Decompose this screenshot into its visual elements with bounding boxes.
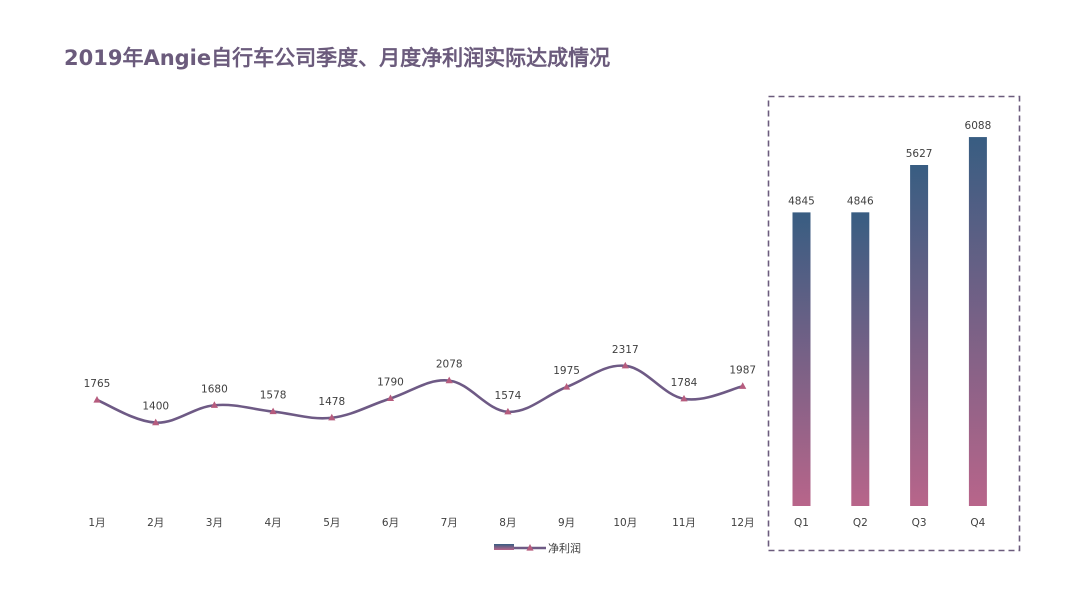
quarter-tick-label: Q3 xyxy=(912,517,927,529)
line-data-label: 1784 xyxy=(671,377,698,389)
line-data-label: 1765 xyxy=(84,378,111,390)
quarter-tick-label: Q2 xyxy=(853,517,868,529)
quarter-bar xyxy=(968,137,987,506)
line-marker xyxy=(445,376,453,384)
x-tick-label: 7月 xyxy=(441,517,458,529)
x-tick-label: 12月 xyxy=(731,517,755,529)
line-marker xyxy=(386,394,395,402)
x-tick-label: 2月 xyxy=(147,517,164,529)
bar-data-label: 6088 xyxy=(965,120,992,132)
line-marker xyxy=(621,361,629,369)
line-marker xyxy=(739,382,747,389)
line-marker xyxy=(504,407,512,415)
legend-marker-icon xyxy=(526,544,534,551)
bar-data-label: 5627 xyxy=(906,148,933,160)
line-data-label: 2317 xyxy=(612,344,639,356)
line-marker xyxy=(269,407,277,415)
line-data-label: 1400 xyxy=(142,401,169,413)
x-tick-label: 1月 xyxy=(88,517,105,529)
legend-label: 净利润 xyxy=(548,541,581,555)
legend-bar-swatch xyxy=(494,544,514,550)
x-tick-label: 6月 xyxy=(382,517,399,529)
line-marker xyxy=(210,401,218,408)
monthly-line-chart: 1765 1月 1400 2月 1680 3月 1578 4月 1478 5月 1790 6月 2078… xyxy=(84,344,756,529)
bar-data-label: 4846 xyxy=(847,195,874,207)
line-data-label: 1680 xyxy=(201,383,228,395)
line-data-label: 2078 xyxy=(436,359,463,371)
chart-legend: 净利润 xyxy=(494,541,581,555)
x-tick-label: 8月 xyxy=(499,517,516,529)
quarter-tick-label: Q1 xyxy=(794,517,809,529)
page-title: 2019年Angie自行车公司季度、月度净利润实际达成情况 xyxy=(64,46,611,70)
quarterly-chart-box xyxy=(767,95,1021,552)
line-data-label: 1975 xyxy=(553,365,580,377)
line-marker xyxy=(152,418,160,426)
line-marker xyxy=(328,413,336,421)
line-data-label: 1790 xyxy=(377,376,404,388)
line-marker xyxy=(680,394,688,402)
x-tick-label: 9月 xyxy=(558,517,575,529)
quarter-bar xyxy=(910,165,929,507)
x-tick-label: 10月 xyxy=(613,517,637,529)
x-tick-label: 5月 xyxy=(323,517,340,529)
quarter-bar xyxy=(792,212,811,506)
x-tick-label: 3月 xyxy=(206,517,223,529)
line-data-label: 1478 xyxy=(318,396,345,408)
quarter-bar xyxy=(851,212,870,506)
series-line-net-profit xyxy=(96,364,744,424)
x-tick-label: 11月 xyxy=(672,517,696,529)
line-data-label: 1574 xyxy=(495,390,522,402)
line-marker xyxy=(563,383,571,390)
quarterly-bar-chart: 4845 Q1 4846 Q2 5627 Q3 6088 Q4 xyxy=(788,120,991,529)
line-data-label: 1987 xyxy=(729,364,756,376)
line-marker xyxy=(93,396,101,403)
line-data-label: 1578 xyxy=(260,390,287,402)
bar-data-label: 4845 xyxy=(788,195,815,207)
x-tick-label: 4月 xyxy=(265,517,282,529)
quarter-tick-label: Q4 xyxy=(970,517,985,529)
